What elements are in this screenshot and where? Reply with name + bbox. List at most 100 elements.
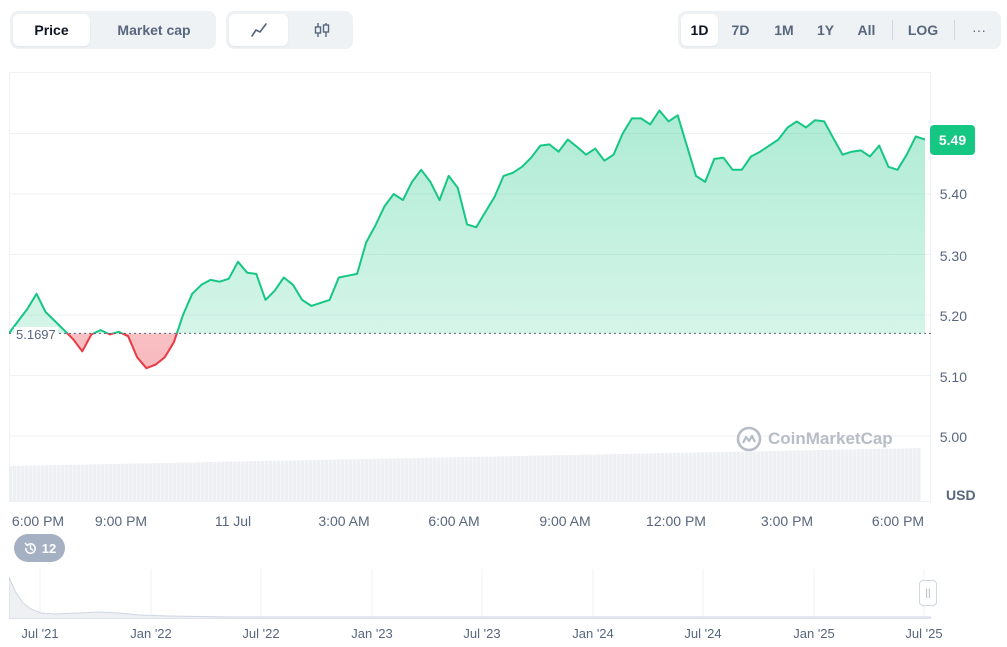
volume-bar <box>605 454 609 502</box>
volume-bar <box>773 450 777 502</box>
tab-market-cap[interactable]: Market cap <box>117 22 191 38</box>
volume-bar <box>477 456 481 502</box>
candlestick-icon <box>314 23 329 37</box>
navigator-grid <box>39 569 925 619</box>
volume-bar <box>721 451 725 502</box>
range-1m[interactable]: 1M <box>774 22 794 38</box>
price-chart[interactable] <box>9 72 931 502</box>
volume-bar <box>429 457 433 502</box>
volume-bar <box>561 455 565 502</box>
volume-bar <box>837 449 841 502</box>
volume-bar <box>205 462 209 502</box>
volume-bar <box>533 455 537 502</box>
volume-bar <box>389 458 393 502</box>
range-toggle: 1D 7D 1M 1Y All LOG ··· <box>678 11 1001 49</box>
volume-bar <box>281 460 285 502</box>
navigator-tick-label: Jul '21 <box>21 626 59 641</box>
volume-bar <box>881 448 885 502</box>
history-button[interactable]: 12 <box>14 534 65 562</box>
volume-bar <box>41 465 45 502</box>
volume-bar <box>537 455 541 502</box>
volume-bar <box>633 453 637 502</box>
volume-bar <box>377 458 381 502</box>
volume-bar <box>493 456 497 502</box>
volume-bar <box>833 449 837 502</box>
volume-bar <box>317 459 321 502</box>
volume-bar <box>401 458 405 502</box>
range-1y[interactable]: 1Y <box>816 22 835 38</box>
history-count: 12 <box>41 540 57 556</box>
volume-bar <box>245 461 249 502</box>
x-tick-label: 3:00 PM <box>760 513 814 529</box>
line-chart-button[interactable] <box>229 14 288 46</box>
volume-bar <box>97 464 101 502</box>
reference-price-label: 5.1697 <box>14 327 58 342</box>
volume-bar <box>577 454 581 502</box>
navigator-area <box>8 576 932 620</box>
navigator-handle[interactable]: || <box>919 580 937 606</box>
volume-bar <box>313 460 317 502</box>
volume-bar <box>109 464 113 502</box>
volume-bar <box>461 457 465 502</box>
volume-bar <box>269 460 273 502</box>
volume-bar <box>417 457 421 502</box>
price-line-up <box>9 109 926 334</box>
range-all[interactable]: All <box>857 22 876 38</box>
volume-bar <box>649 453 653 502</box>
volume-bar <box>293 460 297 502</box>
volume-bar <box>553 455 557 502</box>
volume-bar <box>237 461 241 502</box>
volume-bar <box>573 454 577 502</box>
volume-bar <box>497 456 501 502</box>
volume-bar <box>169 462 173 502</box>
volume-bar <box>265 460 269 502</box>
volume-bar <box>413 458 417 502</box>
volume-bar <box>321 459 325 502</box>
volume-bar <box>873 448 877 502</box>
candlestick-button[interactable] <box>292 14 351 46</box>
navigator-tick-label: Jul '24 <box>684 626 722 641</box>
navigator-tick-label: Jan '25 <box>793 626 835 641</box>
range-1d[interactable]: 1D <box>681 14 718 46</box>
volume-bar <box>297 460 301 502</box>
volume-bar <box>917 448 921 502</box>
volume-bar <box>173 462 177 502</box>
volume-bar <box>449 457 453 502</box>
area-above-baseline <box>9 109 926 334</box>
current-price-tag: 5.49 <box>930 125 975 155</box>
volume-bar <box>181 462 185 502</box>
x-tick-label: 9:00 PM <box>94 513 148 529</box>
volume-bar <box>61 464 65 502</box>
volume-bar <box>29 465 33 502</box>
volume-bar <box>157 463 161 502</box>
volume-bar <box>817 450 821 502</box>
volume-bar <box>37 465 41 502</box>
volume-bar <box>557 455 561 502</box>
volume-bar <box>797 450 801 502</box>
x-tick-label: 6:00 PM <box>871 513 925 529</box>
more-options-button[interactable]: ··· <box>972 22 986 38</box>
range-separator <box>954 20 955 40</box>
volume-bar <box>301 460 305 502</box>
volume-bar <box>889 448 893 502</box>
volume-bar <box>701 452 705 502</box>
volume-bar <box>693 452 697 502</box>
volume-bar <box>853 449 857 502</box>
range-7d[interactable]: 7D <box>731 22 750 38</box>
volume-bar <box>369 458 373 502</box>
navigator-svg <box>8 569 932 620</box>
range-navigator[interactable] <box>8 569 932 620</box>
volume-bar <box>793 450 797 502</box>
volume-bar <box>17 465 21 502</box>
tab-price[interactable]: Price <box>13 14 90 46</box>
volume-bar <box>117 463 121 502</box>
volume-bar <box>93 464 97 502</box>
volume-bar <box>65 464 69 502</box>
volume-bar <box>285 460 289 502</box>
y-tick-label: 5.40 <box>939 186 967 202</box>
volume-bar <box>393 458 397 502</box>
log-scale-button[interactable]: LOG <box>907 22 939 38</box>
volume-bar <box>865 449 869 502</box>
volume-bar <box>525 455 529 502</box>
volume-bar <box>397 458 401 502</box>
